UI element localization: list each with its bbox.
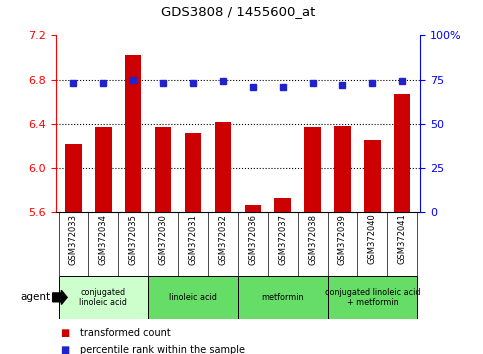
Text: GSM372032: GSM372032 (218, 214, 227, 264)
Text: conjugated linoleic acid
+ metformin: conjugated linoleic acid + metformin (325, 288, 420, 307)
Text: ■: ■ (60, 346, 70, 354)
Text: GSM372034: GSM372034 (99, 214, 108, 264)
Text: GDS3808 / 1455600_at: GDS3808 / 1455600_at (161, 5, 315, 18)
Text: GSM372038: GSM372038 (308, 214, 317, 265)
Bar (334, 126, 351, 212)
Bar (65, 144, 82, 212)
Text: GSM372033: GSM372033 (69, 214, 78, 265)
Bar (185, 133, 201, 212)
Text: linoleic acid: linoleic acid (169, 293, 217, 302)
Bar (58, 276, 148, 319)
Text: GSM372039: GSM372039 (338, 214, 347, 264)
Text: conjugated
linoleic acid: conjugated linoleic acid (79, 288, 128, 307)
Text: GSM372040: GSM372040 (368, 214, 377, 264)
Text: transformed count: transformed count (80, 328, 170, 338)
Bar (327, 276, 417, 319)
Bar (238, 276, 327, 319)
Bar (244, 205, 261, 212)
Bar (364, 141, 381, 212)
Text: GSM372041: GSM372041 (398, 214, 407, 264)
Text: GSM372035: GSM372035 (129, 214, 138, 264)
Text: ■: ■ (60, 328, 70, 338)
Text: GSM372031: GSM372031 (188, 214, 198, 264)
Text: metformin: metformin (261, 293, 304, 302)
Bar (304, 127, 321, 212)
Bar (274, 198, 291, 212)
Bar (148, 276, 238, 319)
Text: GSM372037: GSM372037 (278, 214, 287, 265)
Bar (215, 122, 231, 212)
Text: agent: agent (21, 292, 51, 302)
Text: GSM372036: GSM372036 (248, 214, 257, 265)
Bar (125, 55, 142, 212)
Text: GSM372030: GSM372030 (158, 214, 168, 264)
Bar (394, 94, 411, 212)
Bar (95, 127, 112, 212)
Bar (155, 127, 171, 212)
Text: percentile rank within the sample: percentile rank within the sample (80, 346, 245, 354)
